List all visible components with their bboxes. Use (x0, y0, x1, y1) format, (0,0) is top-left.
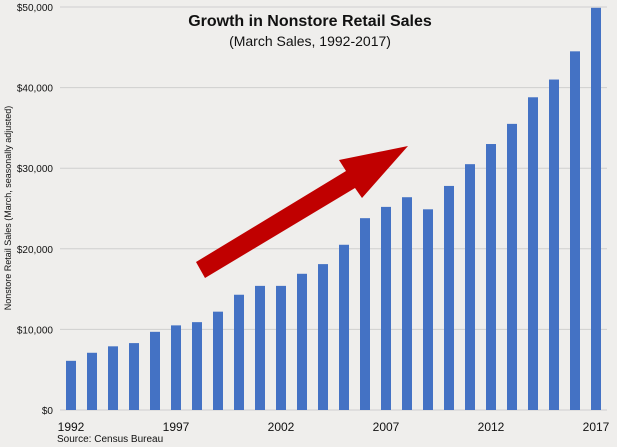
bar-2011 (465, 164, 475, 410)
x-tick-label: 2007 (373, 420, 400, 434)
bar-2009 (423, 209, 433, 410)
bar-2005 (339, 244, 349, 410)
bar-1999 (213, 311, 223, 410)
trend-arrow (196, 146, 408, 278)
source-note: Source: Census Bureau (57, 434, 163, 445)
bar-2006 (360, 218, 370, 410)
y-tick-label: $10,000 (17, 325, 54, 336)
chart-title: Growth in Nonstore Retail Sales (188, 13, 432, 30)
bar-2000 (234, 294, 244, 410)
bar-1995 (129, 343, 139, 410)
x-ticks: 1992 1997 2002 2007 2012 2017 (58, 420, 610, 434)
y-tick-label: $50,000 (17, 3, 54, 14)
bar-2002 (276, 285, 286, 410)
y-tick-label: $20,000 (17, 245, 54, 256)
bar-1997 (171, 325, 181, 410)
y-tick-label: $40,000 (17, 84, 54, 95)
bar-1992 (66, 360, 76, 410)
bar-2012 (486, 144, 496, 410)
x-tick-label: 2012 (478, 420, 505, 434)
bar-2016 (570, 51, 580, 411)
bar-2001 (255, 285, 265, 410)
bar-1993 (87, 352, 97, 410)
chart-subtitle: (March Sales, 1992-2017) (229, 33, 391, 49)
bar-2004 (318, 264, 328, 410)
x-tick-label: 1992 (58, 420, 85, 434)
bar-1996 (150, 331, 160, 410)
bar-2015 (549, 79, 559, 410)
x-tick-label: 2017 (583, 420, 610, 434)
bar-2014 (528, 97, 538, 410)
bar-2010 (444, 185, 454, 410)
x-tick-label: 2002 (268, 420, 295, 434)
bars (66, 7, 601, 411)
y-ticks: $0 $10,000 $20,000 $30,000 $40,000 $50,000 (17, 3, 54, 417)
bar-2003 (297, 273, 307, 410)
x-tick-label: 1997 (163, 420, 190, 434)
bar-1998 (192, 322, 202, 410)
bar-2008 (402, 197, 412, 410)
y-tick-label: $0 (42, 406, 54, 417)
bar-1994 (108, 346, 118, 410)
gridlines (60, 6, 607, 411)
y-axis-label: Nonstore Retail Sales (March, seasonally… (3, 106, 13, 311)
bar-2013 (507, 123, 517, 411)
y-tick-label: $30,000 (17, 164, 54, 175)
bar-2017 (591, 7, 601, 410)
bar-2007 (381, 206, 391, 410)
